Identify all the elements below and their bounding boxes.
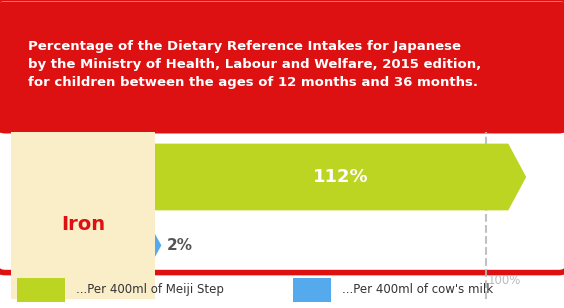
Bar — [11, 132, 155, 299]
Bar — [17, 278, 65, 302]
Text: 100%: 100% — [488, 274, 522, 287]
Bar — [293, 278, 331, 302]
Polygon shape — [147, 220, 161, 270]
Text: 112%: 112% — [312, 168, 368, 186]
Text: Percentage of the Dietary Reference Intakes for Japanese
by the Ministry of Heal: Percentage of the Dietary Reference Inta… — [28, 40, 482, 89]
FancyBboxPatch shape — [0, 0, 564, 273]
Text: ...Per 400ml of cow's milk: ...Per 400ml of cow's milk — [342, 283, 493, 296]
Text: ...Per 400ml of Meiji Step: ...Per 400ml of Meiji Step — [76, 283, 224, 296]
FancyBboxPatch shape — [0, 2, 564, 133]
Polygon shape — [155, 144, 526, 210]
Text: Iron: Iron — [61, 214, 105, 233]
Text: 2%: 2% — [166, 238, 192, 253]
